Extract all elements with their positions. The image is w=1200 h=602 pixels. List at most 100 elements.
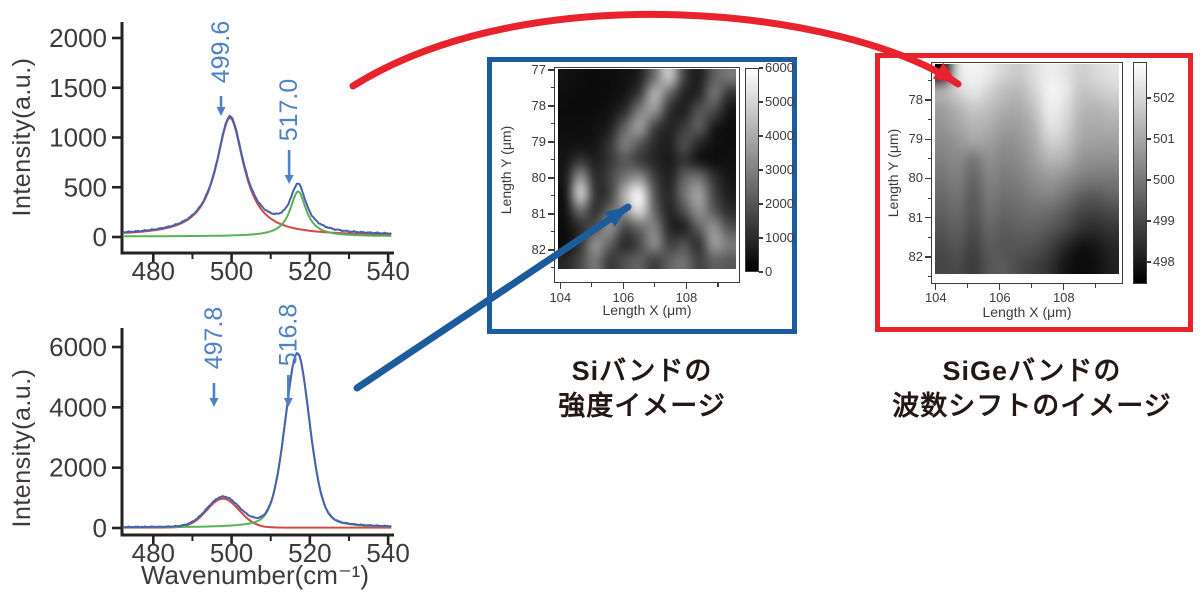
x-tick-label: 500 [210, 538, 253, 568]
colorbar-tick-label: 0 [765, 264, 773, 279]
colorbar-tick-label: 499 [1153, 212, 1175, 228]
axes [120, 22, 394, 255]
y-minor-tick-mark [927, 197, 931, 199]
si-intensity-map-box: Length X (μm) Length Y (μm) 77 78 79 80 81 82… [487, 57, 797, 334]
axes [120, 328, 394, 537]
y-tick-label: 1000 [49, 123, 107, 153]
y-tick-label: 80 [531, 169, 546, 185]
colorbar-tick-label: 4000 [765, 128, 794, 143]
y-minor-tick-mark [550, 87, 554, 89]
x-minor-tick-mark [967, 284, 969, 288]
arrowhead-icon [209, 398, 219, 407]
peak-annotation-label: 497.8 [200, 307, 228, 370]
colorbar-tick-label: 5000 [765, 94, 794, 109]
x-axis-label: Wavenumber(cm⁻¹) [140, 560, 369, 590]
x-tick-mark [935, 284, 937, 290]
colorbar-tick-label: 501 [1153, 131, 1175, 146]
colorbar-tick-mark [1147, 220, 1151, 222]
y-minor-tick-mark [550, 123, 554, 125]
y-minor-tick-mark [927, 79, 931, 82]
colorbar-tick-label: 500 [1153, 171, 1175, 187]
y-tick-label: 500 [64, 172, 107, 202]
y-tick-mark [925, 138, 931, 140]
series-measured [122, 114, 392, 235]
y-tick-label: 80 [908, 170, 923, 186]
map-x-axis-label: Length X (μm) [602, 302, 692, 318]
y-tick-mark [548, 69, 554, 71]
x-tick-label: 480 [132, 256, 175, 286]
x-tick-label: 540 [366, 538, 409, 568]
x-tick-label: 104 [549, 290, 572, 305]
colorbar [745, 68, 759, 272]
y-minor-tick-mark [550, 195, 554, 197]
spectrum-panel-sige: 0 2000 4000 6000 480 500 520 540 497.8 516.8 Inte… [0, 288, 420, 602]
colorbar-tick-label: 1000 [765, 230, 794, 245]
arrowhead-icon [283, 398, 293, 407]
colorbar-tick-label: 3000 [765, 162, 794, 177]
x-tick-label: 520 [288, 538, 331, 568]
y-tick-label: 0 [93, 222, 107, 252]
colorbar-tick-mark [1147, 179, 1151, 181]
y-tick-mark [548, 177, 554, 179]
x-tick-label: 108 [675, 290, 698, 305]
colorbar-tick-mark [759, 67, 763, 69]
caption-si-map: Siバンドの 強度イメージ [487, 354, 797, 424]
y-axis-label: Intensity(a.u.) [8, 57, 36, 217]
y-tick-mark [925, 177, 931, 180]
x-tick-label: 108 [1052, 290, 1075, 305]
colorbar-tick-label: 502 [1153, 90, 1175, 106]
caption-line: Siバンドの [571, 356, 713, 386]
peak-annotation-label: 499.6 [207, 21, 235, 84]
x-tick-mark [685, 283, 688, 289]
x-tick-mark [999, 284, 1001, 290]
x-minor-tick-mark [591, 283, 593, 287]
y-tick-label: 1500 [49, 73, 107, 103]
y-tick-label: 0 [93, 513, 107, 543]
x-minor-tick-mark [1031, 284, 1033, 288]
y-tick-label: 6000 [49, 332, 107, 362]
y-tick-label: 82 [908, 248, 923, 264]
y-tick-label: 78 [908, 92, 923, 108]
y-tick-label: 4000 [49, 392, 107, 422]
x-tick-label: 520 [288, 256, 331, 286]
colorbar-tick-mark [759, 169, 763, 171]
y-axis-label: Intensity(a.u.) [8, 368, 36, 528]
spectrum-plot-sige: 0 2000 4000 6000 480 500 520 540 497.8 516.8 [49, 304, 410, 568]
y-minor-tick-mark [927, 236, 931, 238]
y-tick-label: 79 [908, 131, 923, 147]
x-tick-label: 540 [366, 256, 409, 286]
caption-sige-map: SiGeバンドの 波数シフトのイメージ [862, 354, 1200, 424]
arrowhead-icon [216, 107, 226, 116]
peak-annotation-label: 517.0 [275, 79, 303, 142]
heatmap-image [558, 69, 736, 269]
series-fit-sige-band [122, 190, 392, 238]
colorbar-tick-mark [1147, 138, 1151, 140]
x-tick-label: 104 [924, 290, 947, 305]
caption-line: SiGeバンドの [942, 356, 1122, 386]
spectrum-plot-si-cap: 0 500 1000 1500 2000 480 500 520 540 499.6 517.0 [49, 21, 410, 286]
x-tick-mark [622, 283, 625, 289]
colorbar-tick-mark [759, 101, 763, 103]
x-tick-mark [1063, 284, 1065, 290]
y-tick-mark [925, 256, 931, 258]
y-tick-label: 81 [531, 205, 546, 221]
colorbar-tick-label: 2000 [765, 196, 794, 211]
x-tick-label: 480 [132, 538, 175, 568]
colorbar-tick-mark [759, 135, 763, 137]
y-minor-tick-mark [550, 159, 554, 161]
y-tick-mark [925, 217, 931, 219]
caption-line: 強度イメージ [558, 391, 726, 421]
colorbar-tick-label: 6000 [765, 60, 794, 75]
series-measured [122, 352, 392, 529]
colorbar-tick-mark [1147, 261, 1151, 263]
y-tick-label: 2000 [49, 23, 107, 53]
y-tick-mark [925, 99, 931, 101]
colorbar-tick-mark [759, 203, 763, 205]
colorbar-tick-mark [759, 271, 763, 273]
y-minor-tick-mark [927, 158, 931, 160]
map-x-axis-label: Length X (μm) [982, 304, 1072, 320]
y-tick-mark [548, 249, 554, 251]
y-tick-mark [548, 141, 554, 143]
series-fit-sige-band [122, 352, 392, 529]
